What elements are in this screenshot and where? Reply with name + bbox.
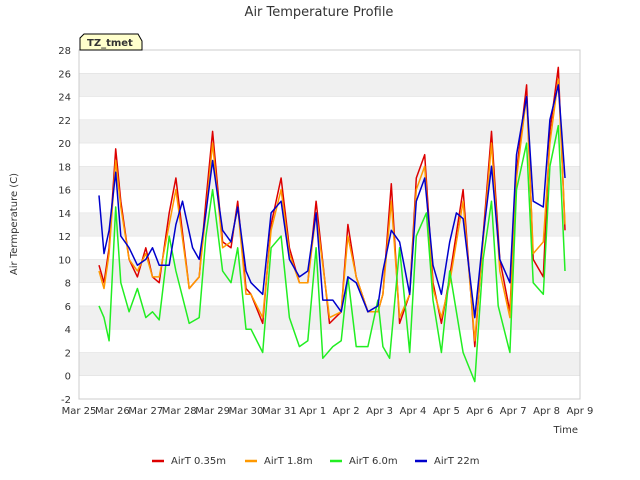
plot-background-bands xyxy=(79,49,580,400)
grid-band xyxy=(79,119,580,144)
x-tick-label: Apr 7 xyxy=(500,406,527,417)
y-tick-label: 26 xyxy=(58,69,71,80)
legend-label: AirT 22m xyxy=(434,456,479,467)
y-tick-label: 6 xyxy=(65,302,71,313)
legend-label: AirT 1.8m xyxy=(264,456,313,467)
x-tick-label: Apr 2 xyxy=(333,406,360,417)
x-tick-label: Mar 26 xyxy=(95,406,130,417)
y-tick-label: 0 xyxy=(65,372,71,383)
series-line-airt-6-0m xyxy=(98,124,566,383)
grid-band xyxy=(79,189,580,213)
grid-band xyxy=(79,375,580,399)
annotation-box: TZ_tmet xyxy=(79,33,143,51)
grid-band xyxy=(79,329,580,353)
grid-band xyxy=(79,73,580,97)
y-tick-label: 28 xyxy=(58,46,71,57)
x-tick-label: Mar 30 xyxy=(229,406,264,417)
x-axis-label: Time xyxy=(553,425,578,436)
grid-band xyxy=(79,212,580,237)
x-tick-label: Apr 4 xyxy=(400,406,427,417)
annotation-label: TZ_tmet xyxy=(87,38,133,49)
y-tick-label: 4 xyxy=(65,325,71,336)
y-tick-label: 22 xyxy=(58,116,71,127)
plot-area xyxy=(78,49,581,400)
series-lines xyxy=(98,66,566,383)
y-tick-label: -2 xyxy=(61,395,71,406)
x-tick-label: Apr 8 xyxy=(533,406,560,417)
legend-label: AirT 0.35m xyxy=(171,456,226,467)
chart-title: Air Temperature Profile xyxy=(245,5,394,20)
y-tick-label: 24 xyxy=(58,93,71,104)
series-line-airt-1-8m xyxy=(98,78,566,342)
series-line-airt-22m xyxy=(98,84,566,319)
y-tick-label: 10 xyxy=(58,255,71,266)
grid-band xyxy=(79,96,580,120)
y-tick-label: 8 xyxy=(65,279,71,290)
grid-band xyxy=(79,50,580,74)
x-tick-label: Apr 9 xyxy=(567,406,594,417)
x-tick-label: Apr 5 xyxy=(433,406,460,417)
x-tick-label: Apr 6 xyxy=(466,406,493,417)
y-tick-label: 12 xyxy=(58,232,71,243)
x-tick-label: Apr 1 xyxy=(299,406,326,417)
y-tick-label: 16 xyxy=(58,186,71,197)
x-tick-label: Mar 29 xyxy=(195,406,230,417)
grid-band xyxy=(79,236,580,260)
legend-item: AirT 1.8m xyxy=(245,456,313,467)
grid-band xyxy=(79,352,580,376)
legend-item: AirT 0.35m xyxy=(152,456,226,467)
x-tick-label: Mar 31 xyxy=(262,406,297,417)
x-tick-label: Mar 27 xyxy=(128,406,163,417)
legend-label: AirT 6.0m xyxy=(349,456,398,467)
y-tick-label: 14 xyxy=(58,209,71,220)
grid-band xyxy=(79,143,580,167)
y-tick-label: 20 xyxy=(58,139,71,150)
x-tick-label: Mar 25 xyxy=(62,406,97,417)
legend-item: AirT 6.0m xyxy=(330,456,398,467)
y-axis-label: Air Termperature (C) xyxy=(9,173,20,275)
y-tick-label: 2 xyxy=(65,348,71,359)
legend-item: AirT 22m xyxy=(415,456,479,467)
x-tick-label: Mar 28 xyxy=(162,406,197,417)
y-tick-label: 18 xyxy=(58,162,71,173)
legend: AirT 0.35m AirT 1.8m AirT 6.0m AirT 22m xyxy=(152,456,479,467)
x-tick-label: Apr 3 xyxy=(366,406,393,417)
grid-band xyxy=(79,166,580,190)
